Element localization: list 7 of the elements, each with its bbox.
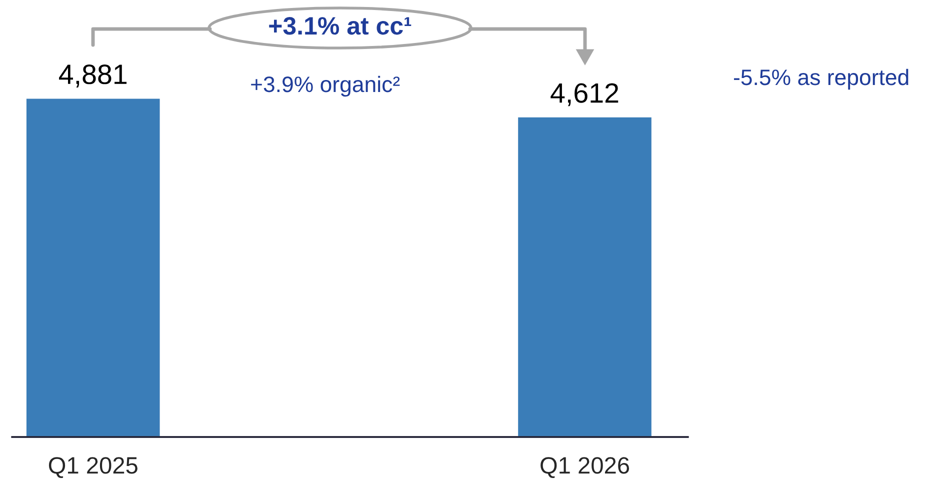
text: +3.1% at cc¹	[269, 17, 412, 35]
x-tick-label: Q1 2025	[48, 457, 138, 478]
text: +3.9% organic²	[251, 76, 400, 97]
data-label: 4,612	[550, 83, 618, 106]
data-label: 4,881	[59, 64, 127, 88]
text: -5.5% as reported	[734, 68, 908, 90]
x-tick-label: Q1 2026	[540, 457, 630, 478]
